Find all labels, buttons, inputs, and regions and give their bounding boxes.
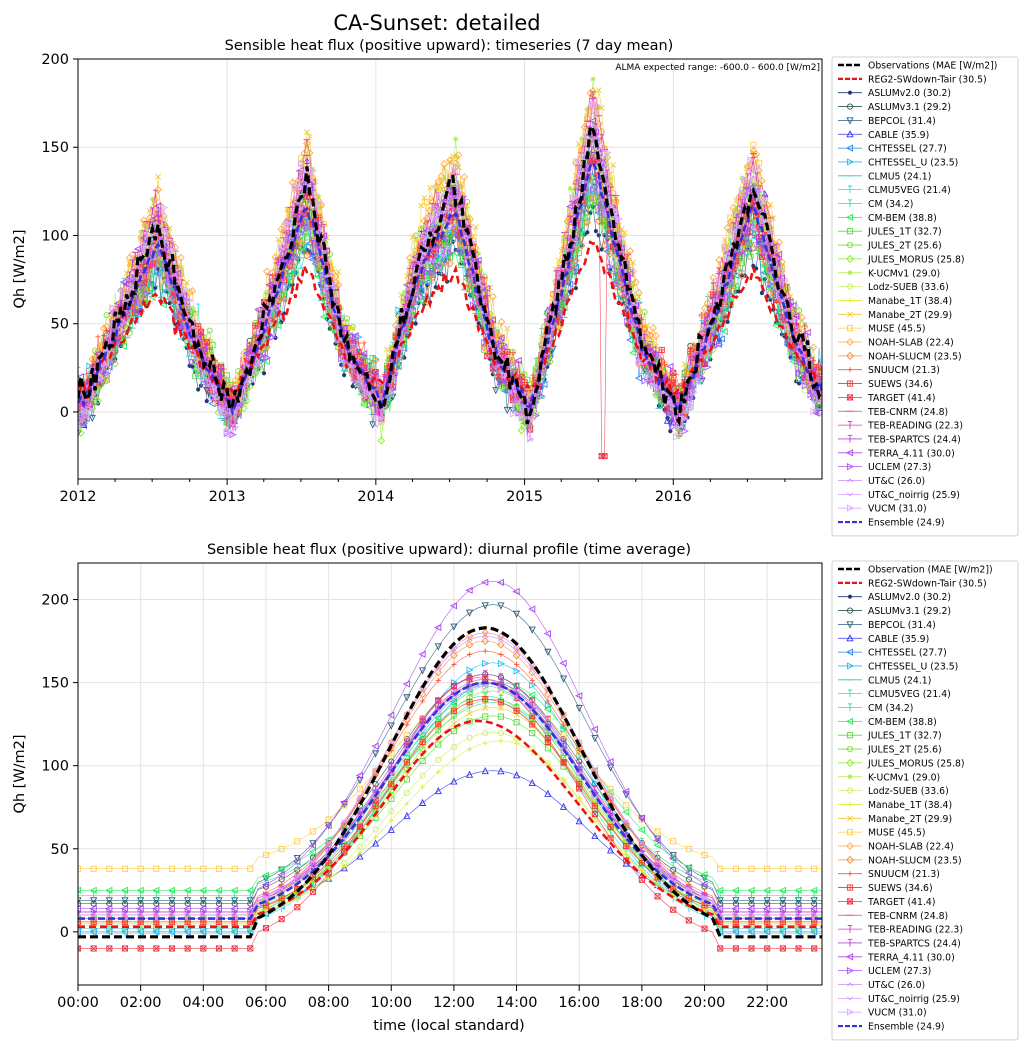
timeseries-marker: [291, 269, 299, 277]
timeseries-marker: [658, 346, 665, 353]
timeseries-marker: [743, 240, 751, 248]
timeseries-marker: [88, 414, 96, 423]
timeseries-marker: [583, 213, 591, 221]
timeseries-marker: [167, 301, 172, 306]
timeseries-marker: [95, 334, 101, 340]
timeseries-marker: [78, 430, 82, 438]
timeseries-marker: [760, 261, 768, 269]
timeseries-marker: [78, 367, 81, 375]
timeseries-marker: [434, 256, 442, 264]
timeseries-marker: [261, 371, 267, 376]
timeseries-marker: [571, 264, 579, 272]
timeseries-marker: [738, 260, 745, 267]
timeseries-marker: [629, 349, 637, 357]
timeseries-marker: [596, 233, 601, 238]
timeseries-marker: [159, 301, 167, 309]
timeseries-marker: [314, 273, 322, 281]
timeseries-marker: [204, 398, 209, 404]
timeseries-marker: [153, 270, 162, 278]
timeseries-marker: [445, 253, 454, 261]
timeseries-marker: [720, 304, 728, 313]
timeseries-marker: [540, 380, 548, 388]
timeseries-marker: [476, 321, 481, 326]
timeseries-marker: [577, 226, 585, 234]
timeseries-marker: [190, 364, 195, 369]
timeseries-marker: [566, 280, 574, 288]
timeseries-marker: [413, 321, 418, 326]
timeseries-marker: [298, 248, 305, 255]
timeseries-marker: [587, 200, 594, 207]
timeseries-marker: [458, 261, 465, 269]
timeseries-marker: [195, 303, 201, 312]
timeseries-marker: [342, 373, 347, 378]
timeseries-plot-area: [78, 76, 822, 460]
timeseries-marker: [453, 136, 459, 142]
timeseries-marker: [492, 387, 500, 395]
timeseries-marker: [395, 306, 403, 314]
figure-suptitle: CA-Sunset: detailed: [333, 11, 540, 35]
timeseries-marker: [590, 76, 596, 82]
timeseries-marker: [599, 247, 604, 252]
timeseries-marker: [585, 230, 590, 235]
timeseries-marker: [308, 255, 316, 264]
timeseries-marker: [567, 185, 573, 192]
timeseries-marker: [751, 263, 756, 268]
timeseries-marker: [86, 362, 94, 370]
timeseries-marker: [759, 290, 765, 296]
timeseries-series-line: [78, 129, 822, 412]
timeseries-marker: [747, 253, 754, 260]
timeseries-marker: [369, 421, 377, 429]
timeseries-marker: [192, 373, 199, 380]
timeseries-marker: [720, 327, 728, 336]
timeseries-marker: [339, 362, 344, 367]
timeseries-marker: [593, 229, 599, 234]
timeseries-series-line: [78, 93, 822, 436]
timeseries-marker: [319, 313, 328, 321]
timeseries-grid: [77, 58, 822, 479]
timeseries-marker: [732, 282, 740, 290]
timeseries-marker: [196, 387, 201, 392]
timeseries-marker: [274, 321, 282, 330]
timeseries-marker: [153, 285, 158, 290]
timeseries-marker: [262, 357, 270, 366]
timeseries-marker: [463, 275, 471, 284]
timeseries-marker: [725, 319, 730, 324]
timeseries-marker: [634, 374, 642, 382]
timeseries-title: Sensible heat flux (positive upward): ti…: [225, 38, 674, 54]
timeseries-marker: [361, 340, 367, 346]
timeseries-marker: [209, 342, 216, 349]
timeseries-marker: [466, 286, 474, 293]
timeseries-marker: [626, 336, 634, 344]
timeseries-marker: [503, 406, 511, 415]
timeseries-marker: [818, 403, 822, 411]
timeseries-marker: [418, 278, 425, 285]
timeseries-marker: [573, 286, 579, 291]
timeseries-marker: [78, 411, 82, 419]
timeseries-marker: [401, 293, 409, 302]
timeseries-marker: [577, 230, 585, 238]
timeseries-panel: Sensible heat flux (positive upward): ti…: [12, 38, 1019, 537]
timeseries-marker: [575, 249, 582, 257]
timeseries-marker: [663, 416, 672, 424]
timeseries-marker: [457, 250, 465, 258]
timeseries-marker: [303, 234, 310, 241]
timeseries-marker: [717, 335, 725, 343]
timeseries-marker: [789, 357, 797, 366]
timeseries-marker: [588, 207, 597, 215]
